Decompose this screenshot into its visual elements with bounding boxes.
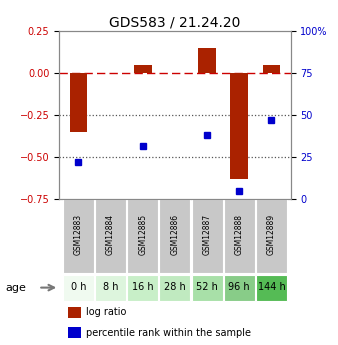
Bar xyxy=(127,199,158,273)
Text: 52 h: 52 h xyxy=(196,282,218,292)
Bar xyxy=(95,275,126,300)
Text: GSM12889: GSM12889 xyxy=(267,214,276,255)
Bar xyxy=(127,275,158,300)
Text: GSM12886: GSM12886 xyxy=(170,214,179,255)
Bar xyxy=(160,275,190,300)
Bar xyxy=(68,327,81,338)
Text: age: age xyxy=(6,283,27,293)
Text: GSM12885: GSM12885 xyxy=(138,214,147,255)
Bar xyxy=(263,65,280,73)
Text: 96 h: 96 h xyxy=(228,282,250,292)
Bar xyxy=(192,199,222,273)
Title: GDS583 / 21.24.20: GDS583 / 21.24.20 xyxy=(109,16,241,30)
Text: 8 h: 8 h xyxy=(103,282,118,292)
Bar xyxy=(68,307,81,318)
Bar xyxy=(198,48,216,73)
Bar xyxy=(70,73,87,132)
Bar xyxy=(231,73,248,179)
Text: 144 h: 144 h xyxy=(258,282,285,292)
Text: percentile rank within the sample: percentile rank within the sample xyxy=(86,328,251,338)
Bar xyxy=(160,199,190,273)
Text: GSM12884: GSM12884 xyxy=(106,214,115,255)
Bar xyxy=(224,275,255,300)
Text: 16 h: 16 h xyxy=(132,282,153,292)
Text: GSM12888: GSM12888 xyxy=(235,214,244,255)
Bar xyxy=(256,199,287,273)
Bar xyxy=(63,199,94,273)
Text: GSM12887: GSM12887 xyxy=(202,214,212,255)
Bar xyxy=(192,275,222,300)
Bar xyxy=(224,199,255,273)
Bar xyxy=(256,275,287,300)
Bar xyxy=(134,65,152,73)
Bar xyxy=(63,275,94,300)
Text: log ratio: log ratio xyxy=(86,307,126,317)
Bar xyxy=(95,199,126,273)
Text: GSM12883: GSM12883 xyxy=(74,214,83,255)
Text: 28 h: 28 h xyxy=(164,282,186,292)
Text: 0 h: 0 h xyxy=(71,282,86,292)
